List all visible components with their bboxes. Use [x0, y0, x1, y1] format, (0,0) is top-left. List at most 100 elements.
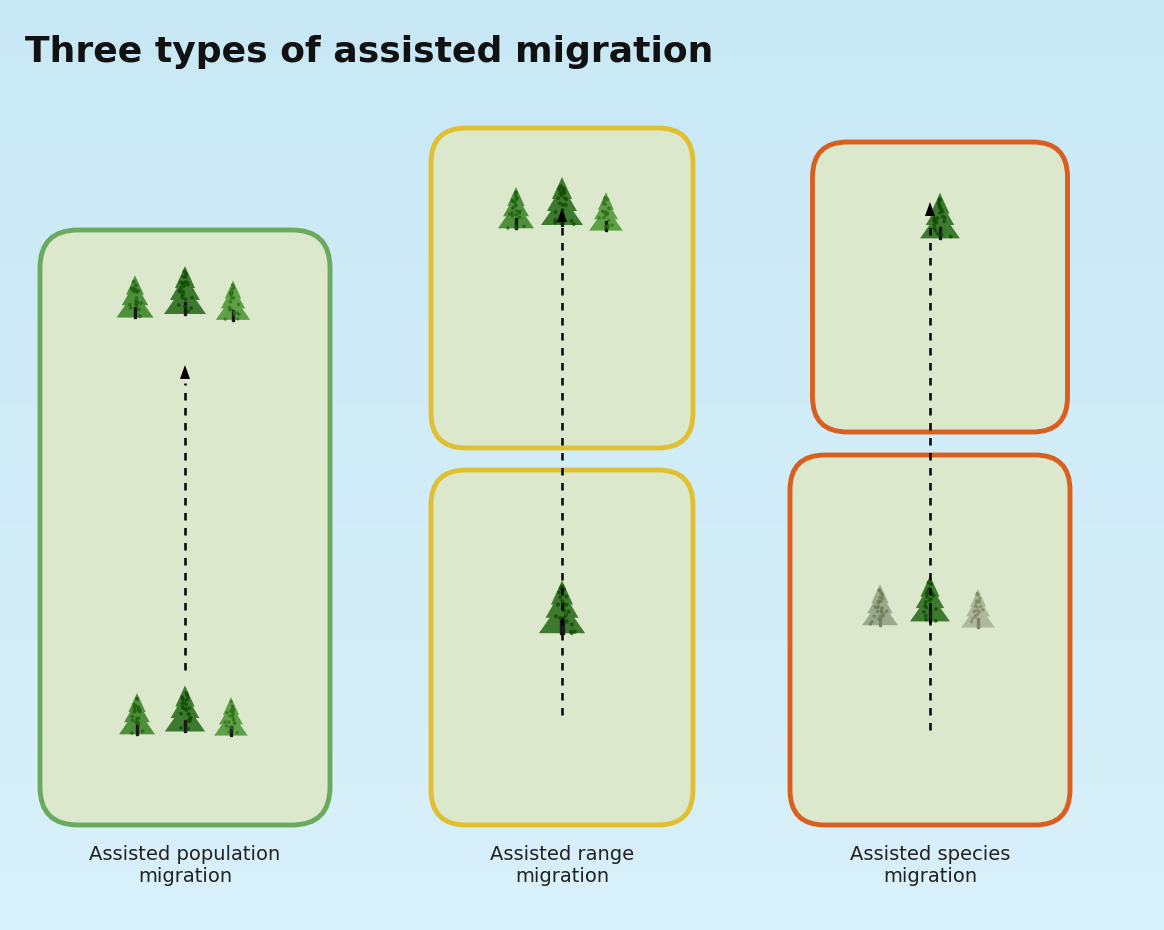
Bar: [0, 860, 1164, 868]
Bar: [0, 103, 1164, 112]
Circle shape: [881, 593, 883, 596]
Circle shape: [878, 618, 880, 620]
Bar: [0, 42, 1164, 49]
Circle shape: [229, 726, 232, 728]
Circle shape: [512, 207, 513, 209]
Polygon shape: [119, 709, 155, 735]
Circle shape: [608, 224, 610, 227]
Circle shape: [975, 603, 978, 604]
Circle shape: [137, 708, 140, 711]
Bar: [938, 227, 942, 239]
Circle shape: [606, 213, 609, 215]
Bar: [0, 568, 1164, 577]
Circle shape: [555, 220, 559, 222]
Circle shape: [950, 235, 952, 238]
Polygon shape: [547, 185, 577, 211]
Circle shape: [978, 626, 980, 628]
Bar: [0, 600, 1164, 607]
Circle shape: [606, 212, 609, 214]
Circle shape: [182, 702, 184, 705]
Circle shape: [232, 705, 233, 707]
Circle shape: [185, 692, 187, 694]
Polygon shape: [589, 206, 623, 231]
Circle shape: [934, 220, 936, 222]
Polygon shape: [598, 193, 613, 210]
Polygon shape: [508, 187, 525, 206]
Circle shape: [233, 719, 234, 721]
Bar: [0, 271, 1164, 279]
Circle shape: [137, 706, 140, 709]
Bar: [0, 98, 1164, 105]
Circle shape: [236, 732, 239, 734]
Circle shape: [604, 197, 606, 199]
Circle shape: [139, 709, 141, 711]
Circle shape: [228, 309, 230, 311]
Bar: [0, 916, 1164, 923]
Circle shape: [925, 618, 928, 621]
Bar: [0, 265, 1164, 272]
Circle shape: [185, 709, 187, 711]
Bar: [0, 661, 1164, 670]
Circle shape: [189, 707, 191, 710]
Polygon shape: [552, 177, 572, 199]
Circle shape: [135, 721, 137, 724]
Circle shape: [225, 721, 226, 723]
Circle shape: [934, 224, 936, 226]
Bar: [0, 581, 1164, 589]
Circle shape: [514, 205, 517, 206]
FancyBboxPatch shape: [431, 128, 693, 448]
Circle shape: [511, 215, 513, 217]
Circle shape: [179, 290, 182, 292]
Bar: [0, 538, 1164, 546]
Circle shape: [184, 275, 187, 278]
Circle shape: [189, 718, 191, 720]
Bar: [0, 184, 1164, 193]
Circle shape: [924, 604, 927, 607]
Circle shape: [935, 607, 937, 610]
Circle shape: [554, 219, 556, 221]
Polygon shape: [225, 281, 241, 299]
Circle shape: [187, 720, 190, 723]
Bar: [0, 364, 1164, 372]
Circle shape: [511, 212, 513, 214]
Circle shape: [182, 290, 184, 293]
Circle shape: [975, 600, 978, 602]
Circle shape: [190, 717, 192, 719]
Bar: [0, 612, 1164, 620]
Bar: [0, 674, 1164, 682]
Bar: [605, 221, 608, 232]
Circle shape: [570, 623, 574, 626]
Bar: [0, 717, 1164, 725]
Circle shape: [977, 592, 979, 594]
Polygon shape: [916, 583, 944, 608]
Circle shape: [927, 591, 929, 593]
Circle shape: [559, 617, 562, 619]
Circle shape: [876, 610, 879, 613]
Circle shape: [974, 610, 977, 612]
Circle shape: [608, 219, 610, 221]
Circle shape: [943, 217, 946, 219]
Circle shape: [184, 281, 187, 283]
Circle shape: [881, 615, 883, 618]
Bar: [0, 457, 1164, 465]
Circle shape: [561, 209, 565, 211]
Circle shape: [509, 213, 511, 215]
Circle shape: [562, 603, 566, 605]
Bar: [0, 575, 1164, 583]
Circle shape: [923, 611, 925, 613]
Circle shape: [178, 290, 180, 293]
Bar: [0, 382, 1164, 391]
Circle shape: [516, 210, 518, 212]
Circle shape: [182, 282, 184, 285]
Circle shape: [516, 196, 518, 199]
Circle shape: [559, 202, 561, 205]
Circle shape: [134, 300, 136, 302]
Text: Assisted species
migration: Assisted species migration: [850, 845, 1010, 886]
Bar: [514, 218, 517, 229]
Circle shape: [233, 712, 234, 714]
Bar: [0, 277, 1164, 286]
Circle shape: [191, 297, 193, 299]
Bar: [0, 637, 1164, 644]
Bar: [0, 401, 1164, 409]
Circle shape: [602, 210, 604, 212]
